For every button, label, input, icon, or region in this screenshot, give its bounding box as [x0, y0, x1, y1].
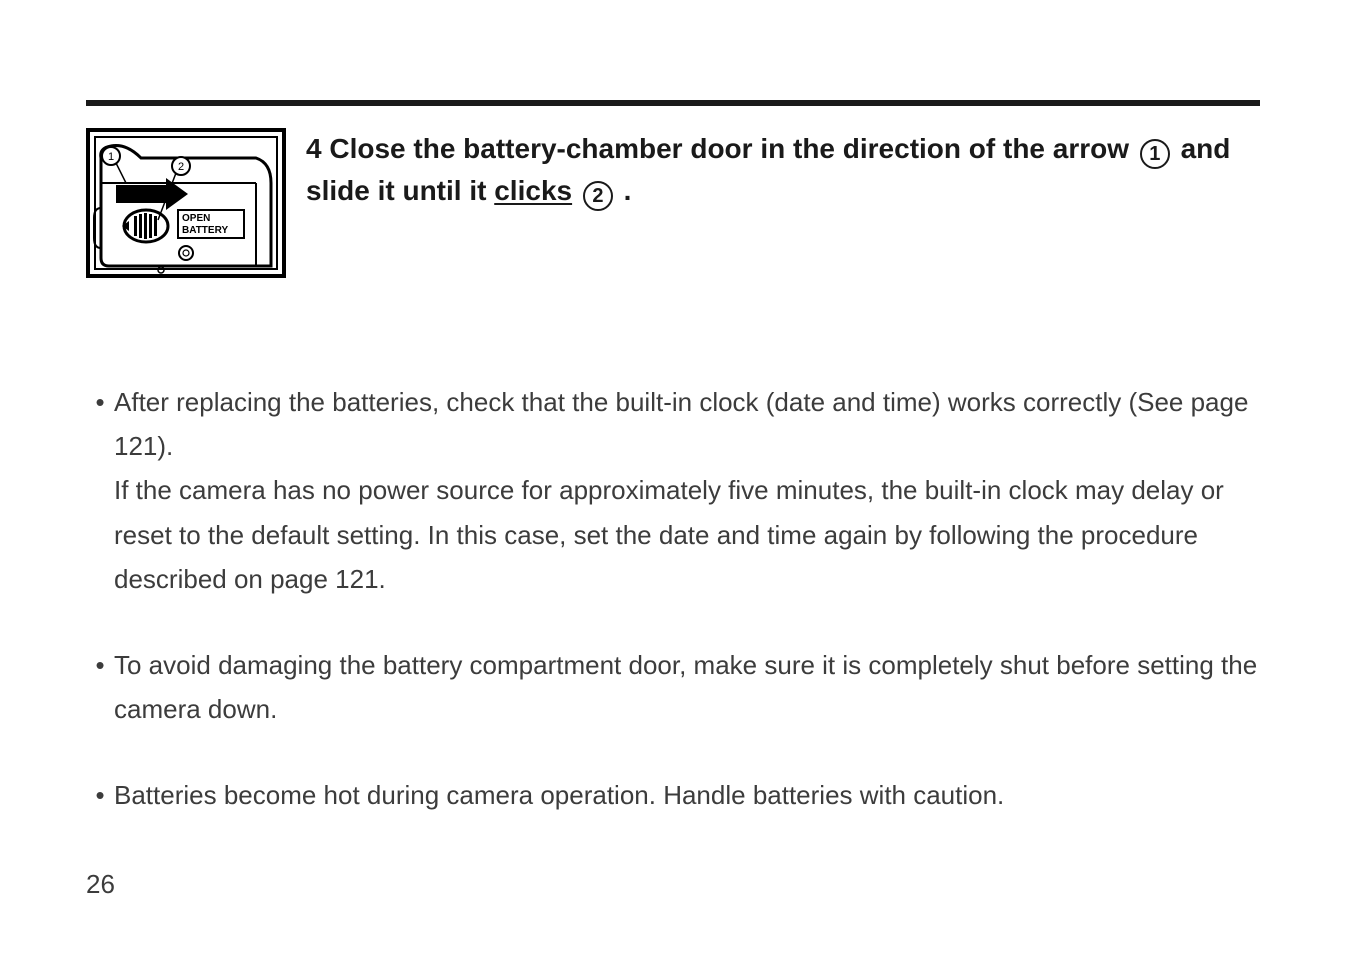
bullet-text: If the camera has no power source for ap…: [114, 468, 1260, 601]
list-item: • To avoid damaging the battery compartm…: [86, 643, 1260, 731]
bullet-dot-icon: •: [86, 380, 114, 601]
svg-text:BATTERY: BATTERY: [182, 225, 228, 236]
list-item: • After replacing the batteries, check t…: [86, 380, 1260, 601]
bullet-dot-icon: •: [86, 773, 114, 817]
step-text-part1: Close the battery-chamber door in the di…: [329, 133, 1136, 164]
bullet-text: To avoid damaging the battery compartmen…: [114, 650, 1257, 724]
page-number: 26: [86, 869, 115, 900]
step-number: 4: [306, 133, 322, 164]
manual-page: OPEN BATTERY 1 2 4 Close the battery-cha…: [0, 0, 1346, 954]
callout-1-icon: 1: [102, 147, 126, 183]
step-underlined: clicks: [494, 175, 572, 206]
open-battery-label: OPEN BATTERY: [178, 210, 244, 238]
svg-text:OPEN: OPEN: [182, 213, 210, 224]
grip-knob-icon: [122, 210, 168, 242]
bullet-list: • After replacing the batteries, check t…: [86, 380, 1260, 860]
bullet-dot-icon: •: [86, 643, 114, 731]
step-text-part3: .: [616, 175, 632, 206]
step-instruction-text: 4 Close the battery-chamber door in the …: [286, 128, 1260, 212]
svg-text:2: 2: [178, 161, 184, 173]
step-block: OPEN BATTERY 1 2 4 Close the battery-cha…: [86, 128, 1260, 278]
circled-2-icon: 2: [583, 181, 613, 211]
list-item: • Batteries become hot during camera ope…: [86, 773, 1260, 817]
battery-door-diagram: OPEN BATTERY 1 2: [86, 128, 286, 278]
bullet-text: Batteries become hot during camera opera…: [114, 780, 1004, 810]
section-rule: [86, 100, 1260, 106]
circled-1-icon: 1: [1140, 139, 1170, 169]
bullet-text: After replacing the batteries, check tha…: [114, 387, 1248, 461]
svg-text:1: 1: [108, 151, 114, 163]
